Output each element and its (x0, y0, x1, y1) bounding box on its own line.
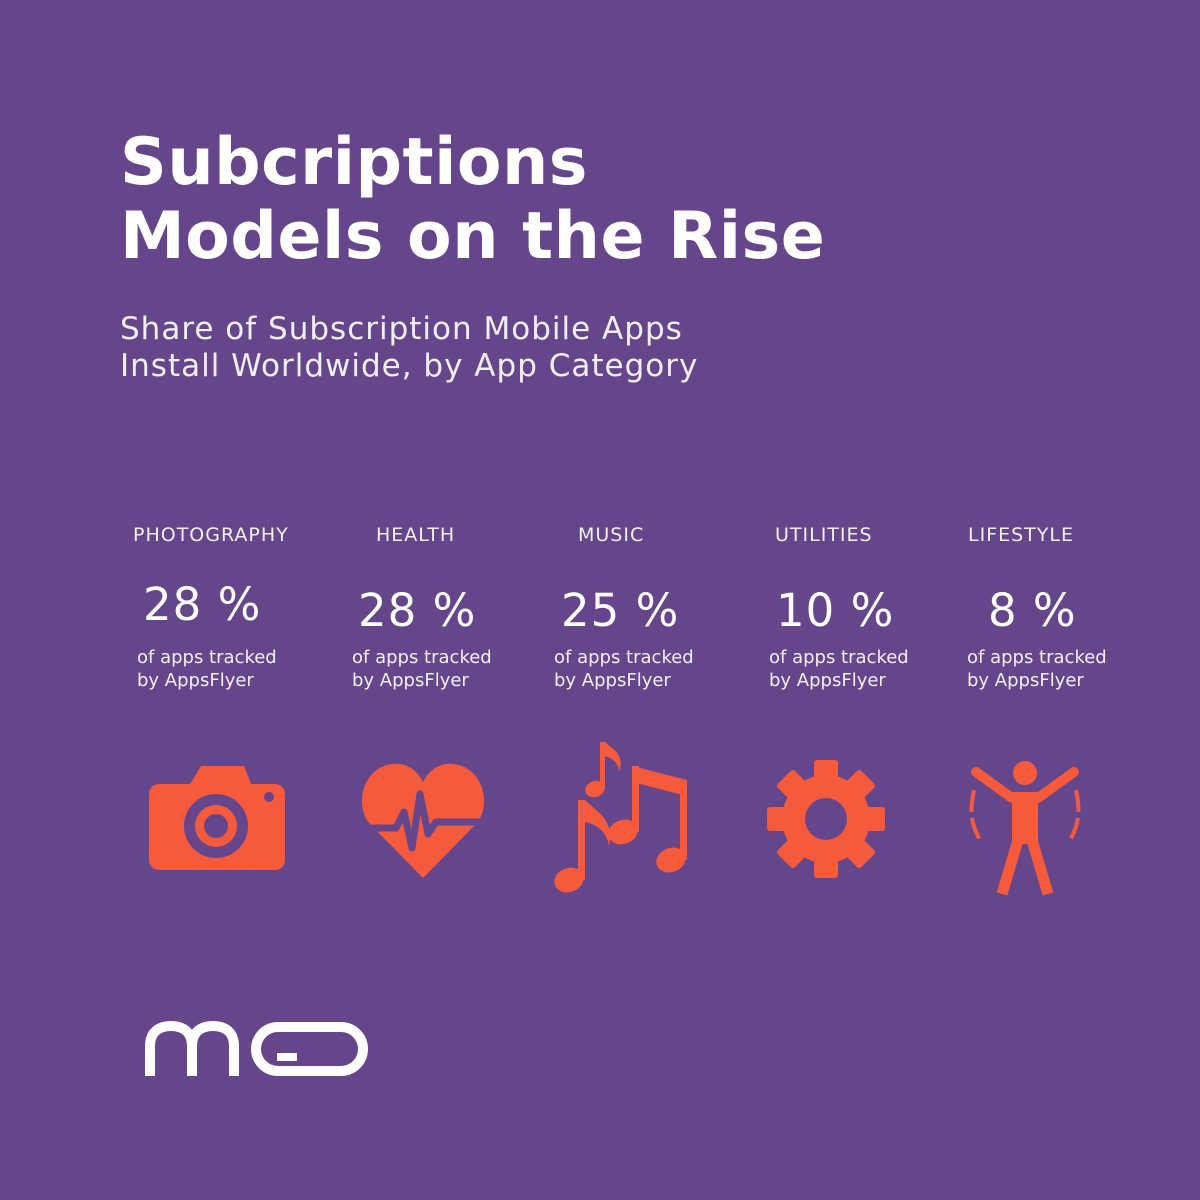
title-line-1: Subcriptions (120, 125, 588, 200)
note-line-2: by AppsFlyer (769, 670, 886, 691)
category-note: of apps tracked by AppsFlyer (554, 646, 694, 692)
note-line-1: of apps tracked (769, 647, 909, 668)
title-line-2: Models on the Rise (120, 199, 826, 274)
note-line-2: by AppsFlyer (352, 670, 469, 691)
subtitle-line-1: Share of Subscription Mobile Apps (120, 311, 683, 347)
note-line-1: of apps tracked (137, 647, 277, 668)
note-line-1: of apps tracked (967, 647, 1107, 668)
page-title: Subcriptions Models on the Rise (120, 126, 825, 274)
camera-icon (149, 766, 285, 870)
note-line-1: of apps tracked (554, 647, 694, 668)
category-percent: 10 % (776, 584, 895, 637)
category-note: of apps tracked by AppsFlyer (137, 646, 277, 692)
category-label: LIFESTYLE (968, 524, 1074, 546)
category-note: of apps tracked by AppsFlyer (769, 646, 909, 692)
music-notes-icon (554, 742, 687, 893)
category-label: PHOTOGRAPHY (133, 524, 289, 546)
category-percent: 28 % (358, 584, 477, 637)
category-label: UTILITIES (775, 524, 873, 546)
category-note: of apps tracked by AppsFlyer (352, 646, 492, 692)
subtitle-line-2: Install Worldwide, by App Category (120, 348, 699, 384)
gear-icon (767, 760, 885, 878)
note-line-2: by AppsFlyer (137, 670, 254, 691)
note-line-2: by AppsFlyer (967, 670, 1084, 691)
page-subtitle: Share of Subscription Mobile Apps Instal… (120, 311, 698, 385)
category-label: HEALTH (376, 524, 456, 546)
note-line-2: by AppsFlyer (554, 670, 671, 691)
person-stretch-icon (969, 761, 1081, 896)
category-percent: 8 % (988, 584, 1077, 637)
category-label: MUSIC (578, 524, 645, 546)
mo-logo (145, 1020, 368, 1076)
category-note: of apps tracked by AppsFlyer (967, 646, 1107, 692)
heart-pulse-icon (362, 763, 484, 878)
note-line-1: of apps tracked (352, 647, 492, 668)
category-percent: 25 % (561, 584, 680, 637)
category-percent: 28 % (143, 578, 262, 631)
